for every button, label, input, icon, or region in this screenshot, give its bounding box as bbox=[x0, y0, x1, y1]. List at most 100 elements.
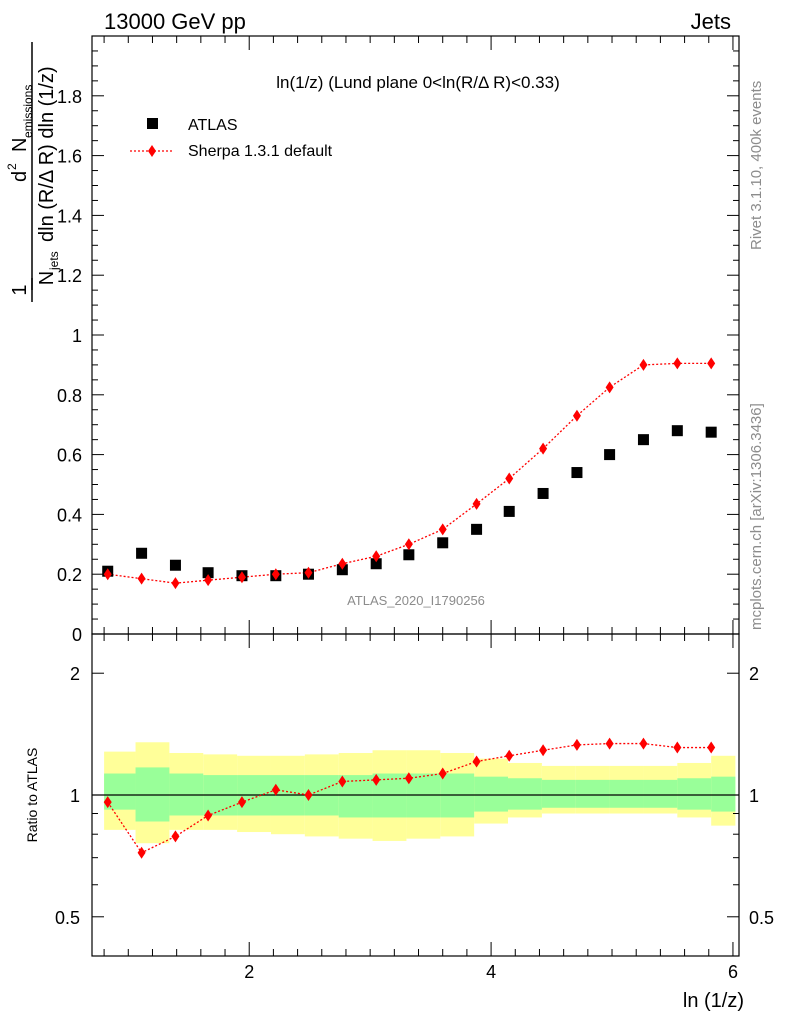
ratio-sherpa-point bbox=[539, 744, 548, 757]
band-green bbox=[643, 779, 678, 808]
x-tick-label: 4 bbox=[486, 962, 496, 982]
x-tick-label: 2 bbox=[244, 962, 254, 982]
header-right: Jets bbox=[691, 9, 731, 34]
y-tick-label: 1 bbox=[72, 326, 82, 346]
main-data bbox=[102, 357, 717, 590]
band-green bbox=[711, 776, 736, 812]
ratio-sherpa-point bbox=[204, 809, 213, 822]
sherpa-point bbox=[372, 550, 381, 563]
sherpa-point bbox=[304, 566, 313, 579]
band-green bbox=[508, 778, 542, 810]
atlas-point bbox=[637, 434, 649, 446]
atlas-point bbox=[571, 467, 583, 479]
y-tick-label: 1.8 bbox=[57, 87, 82, 107]
x-tick-label: 6 bbox=[728, 962, 738, 982]
atlas-point bbox=[537, 487, 549, 499]
ratio-sherpa-point bbox=[338, 775, 347, 788]
ylabel-d-sup: 2 bbox=[5, 163, 19, 170]
y-tick-label: 1.2 bbox=[57, 266, 82, 286]
band-green bbox=[609, 779, 644, 808]
y-tick-label: 1.4 bbox=[57, 206, 82, 226]
atlas-point bbox=[202, 567, 214, 579]
header-left: 13000 GeV pp bbox=[104, 9, 246, 34]
ratio-sherpa-point bbox=[237, 796, 246, 809]
ratio-sherpa-point bbox=[103, 796, 112, 809]
sherpa-point bbox=[472, 497, 481, 510]
band-green bbox=[474, 776, 509, 812]
sherpa-point bbox=[639, 358, 648, 371]
xlabel: ln (1/z) bbox=[683, 990, 744, 1012]
atlas-point bbox=[370, 558, 382, 570]
main-axes: 0 0.2 0.4 0.6 0.8 1 1.2 1.4 1.6 1.8 bbox=[57, 35, 740, 645]
ratio-y-tick-label: 1 bbox=[70, 786, 80, 806]
ratio-sherpa-point bbox=[438, 767, 447, 780]
ratio-sherpa-point bbox=[472, 755, 481, 768]
y-tick-label: 0.8 bbox=[57, 386, 82, 406]
sherpa-point bbox=[673, 357, 682, 370]
y-tick-label: 0.4 bbox=[57, 505, 82, 525]
ratio-sherpa-point bbox=[404, 772, 413, 785]
y-tick-label: 0.6 bbox=[57, 446, 82, 466]
band-green bbox=[677, 778, 712, 810]
ratio-ylabel: Ratio to ATLAS bbox=[24, 748, 40, 843]
sherpa-point bbox=[605, 381, 614, 394]
rivet-label: Rivet 3.1.10, 400k events bbox=[748, 81, 765, 250]
sherpa-point bbox=[707, 357, 716, 370]
ylabel-nemis-sub: emissions bbox=[21, 85, 35, 138]
legend-sherpa-label: Sherpa 1.3.1 default bbox=[188, 143, 333, 160]
main-ylabel: 1 N jets dln (R/Δ R) dln (1/z) d 2 N emi… bbox=[5, 42, 61, 302]
ratio-y-tick-label: 0.5 bbox=[55, 908, 80, 928]
sherpa-point bbox=[539, 442, 548, 455]
sherpa-point bbox=[137, 572, 146, 585]
ratio-sherpa-point bbox=[372, 773, 381, 786]
ratio-sherpa-point bbox=[271, 783, 280, 796]
main-title: ln(1/z) (Lund plane 0<ln(R/Δ R)<0.33) bbox=[276, 73, 560, 92]
ylabel-njets: N bbox=[36, 271, 58, 285]
ylabel-njets-sub: jets bbox=[47, 251, 61, 271]
y-tick-label: 0 bbox=[72, 625, 82, 645]
ratio-sherpa-point bbox=[304, 789, 313, 801]
ratio-sherpa-point bbox=[137, 846, 146, 859]
sherpa-point bbox=[505, 472, 514, 485]
ratio-sherpa-point bbox=[171, 830, 180, 843]
sherpa-point bbox=[103, 568, 112, 581]
ratio-y-tick-label-right: 2 bbox=[749, 664, 759, 684]
legend: ATLAS Sherpa 1.3.1 default bbox=[130, 117, 333, 160]
sherpa-point bbox=[438, 523, 447, 536]
sherpa-point bbox=[204, 574, 213, 587]
ylabel-d: d bbox=[9, 171, 31, 182]
atlas-point bbox=[136, 547, 148, 559]
ratio-sherpa-point bbox=[572, 738, 581, 751]
ylabel-denominator: dln (R/Δ R) dln (1/z) bbox=[36, 66, 58, 242]
ratio-axes: 2 4 6 0.5 0.5 1 1 2 2 bbox=[55, 633, 774, 982]
atlas-point bbox=[671, 425, 683, 437]
atlas-point bbox=[437, 537, 449, 549]
atlas-point bbox=[403, 549, 415, 561]
sherpa-point bbox=[271, 568, 280, 581]
watermark: ATLAS_2020_I1790256 bbox=[347, 593, 485, 608]
ratio-data bbox=[103, 737, 716, 859]
ratio-sherpa-point bbox=[639, 737, 648, 750]
ylabel-nemis: N bbox=[9, 138, 31, 152]
atlas-point bbox=[169, 559, 181, 571]
y-tick-label: 0.2 bbox=[57, 565, 82, 585]
legend-atlas-label: ATLAS bbox=[188, 117, 238, 134]
ratio-y-tick-label: 2 bbox=[70, 664, 80, 684]
legend-sherpa-marker bbox=[148, 145, 156, 157]
sherpa-point bbox=[237, 571, 246, 584]
uncertainty-bands bbox=[104, 742, 736, 844]
atlas-point bbox=[604, 449, 616, 461]
ylabel-one: 1 bbox=[9, 284, 31, 295]
ratio-sherpa-point bbox=[673, 741, 682, 754]
ratio-sherpa-point bbox=[707, 741, 716, 754]
atlas-point bbox=[503, 505, 515, 517]
sherpa-point bbox=[338, 557, 347, 570]
ratio-sherpa-point bbox=[605, 737, 614, 750]
y-tick-label: 1.6 bbox=[57, 147, 82, 167]
ratio-y-tick-label-right: 0.5 bbox=[749, 908, 774, 928]
sherpa-point bbox=[572, 409, 581, 422]
ratio-sherpa-point bbox=[505, 749, 514, 762]
band-green bbox=[575, 779, 610, 808]
sherpa-point bbox=[404, 538, 413, 551]
